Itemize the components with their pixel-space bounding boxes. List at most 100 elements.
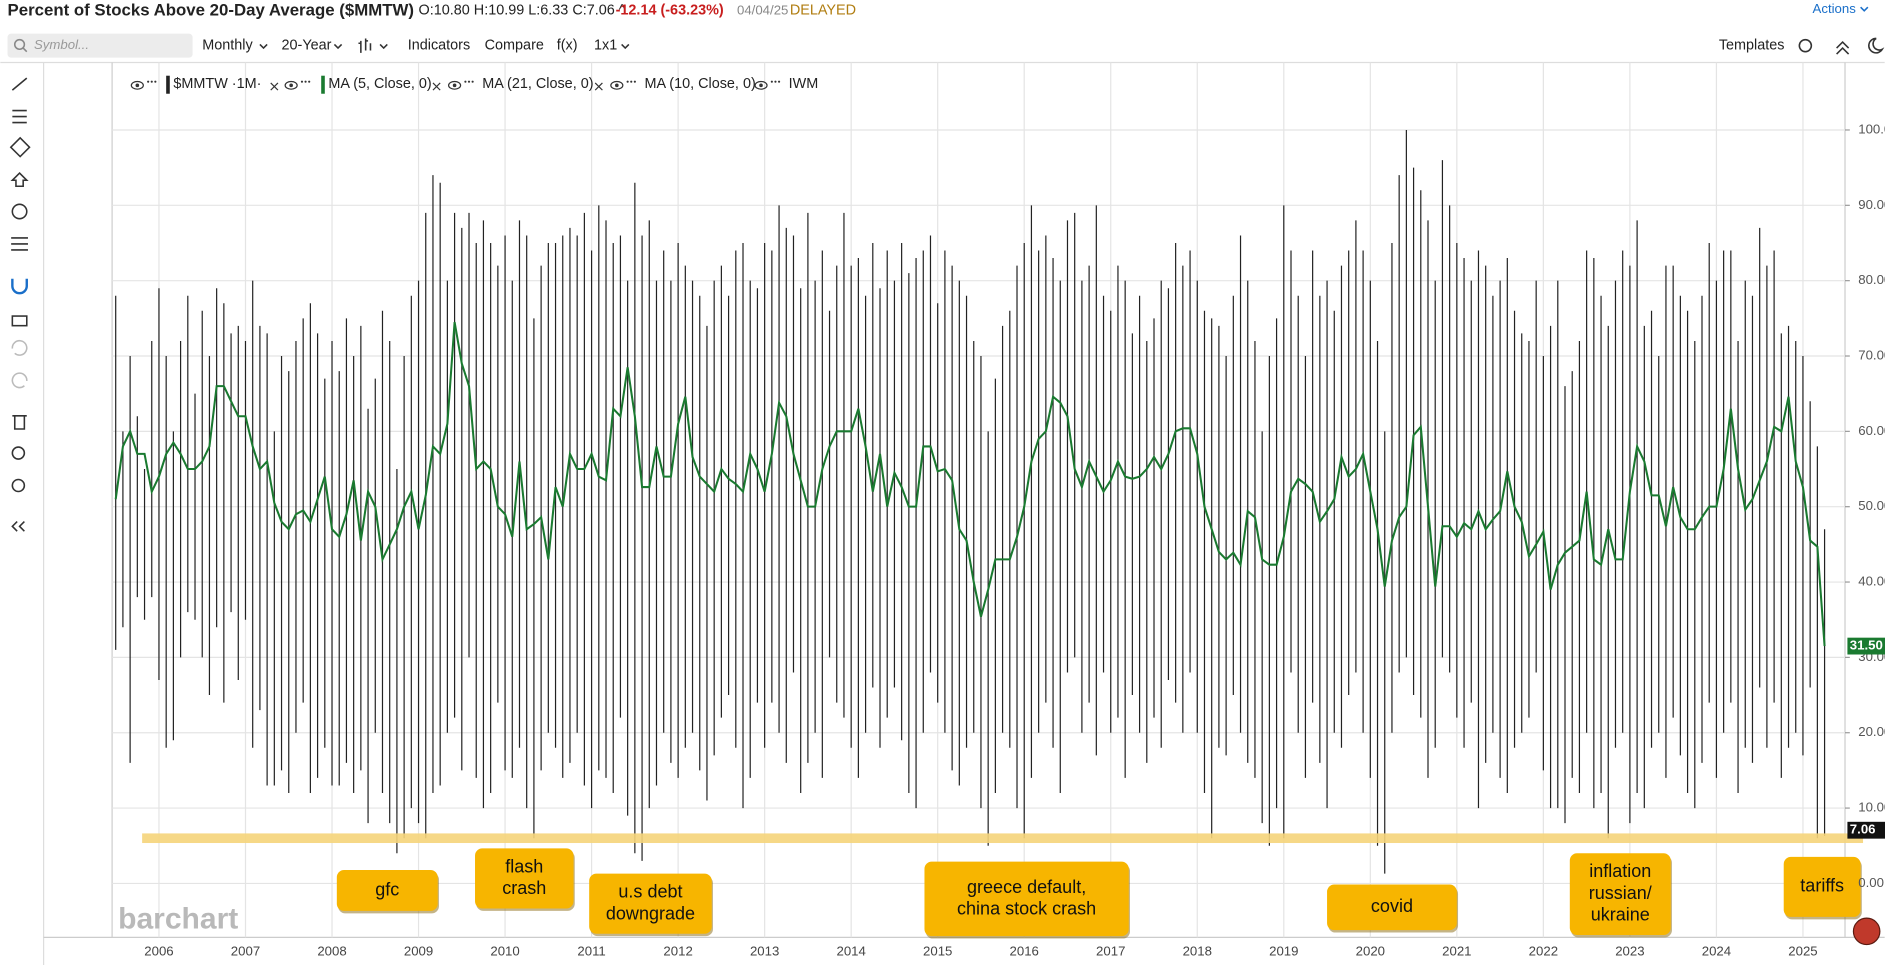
x-tick-label: 2020 xyxy=(1356,943,1385,958)
y-tick-label: 70.00 xyxy=(1858,347,1885,362)
annotation-text: u.s debt xyxy=(618,882,682,902)
toolbar-item[interactable]: Monthly xyxy=(202,37,253,53)
search-icon xyxy=(22,47,28,53)
annotation-box xyxy=(1569,853,1671,935)
settings-icon[interactable] xyxy=(1798,38,1813,53)
x-tick-label: 2012 xyxy=(663,943,692,958)
tool-fib[interactable] xyxy=(12,109,27,124)
support-band xyxy=(142,833,1864,844)
legend-entry: MA (10, Close, 0) xyxy=(644,76,755,92)
menu-dots xyxy=(464,80,467,83)
tool-shape[interactable] xyxy=(9,136,31,158)
y-tick-label: 0.00 xyxy=(1858,875,1884,890)
eye-icon xyxy=(610,80,624,90)
price-marker xyxy=(1847,637,1885,655)
tool-line[interactable] xyxy=(11,77,28,91)
tool-undo[interactable] xyxy=(11,339,28,356)
tool-magnet[interactable] xyxy=(11,278,28,295)
toolbar-item[interactable]: Indicators xyxy=(408,37,470,53)
menu-dots xyxy=(147,80,150,83)
watermark: barchart xyxy=(118,902,238,935)
y-tick-label: 10.00 xyxy=(1858,800,1885,815)
annotation-box xyxy=(1327,884,1457,931)
menu-dots xyxy=(300,80,304,83)
tool-redo[interactable] xyxy=(11,372,28,389)
toolbar-item[interactable]: 20-Year xyxy=(282,37,332,53)
tool-pattern[interactable] xyxy=(11,237,28,251)
actions-chevron xyxy=(1860,6,1869,12)
annotation-box xyxy=(589,873,712,934)
annotation-text: greece default, xyxy=(967,877,1086,897)
y-tick-label: 40.00 xyxy=(1858,574,1885,589)
y-tick-label: 100.00 xyxy=(1858,121,1885,136)
tool-delete[interactable] xyxy=(12,415,27,430)
legend: $MMTW ·1M· MA (5, Close, 0) MA (21, Close,… xyxy=(130,75,1881,946)
tool-collapse[interactable] xyxy=(11,521,25,532)
price-marker-label: 7.06 xyxy=(1850,822,1876,837)
menu-dots xyxy=(774,80,777,83)
bar-type-icon[interactable] xyxy=(358,38,372,53)
moving-average-line xyxy=(114,321,1826,647)
x-tick-label: 2008 xyxy=(317,943,346,958)
menu-dots xyxy=(308,80,311,83)
legend-swatch xyxy=(321,75,325,94)
x-tick-label: 2011 xyxy=(577,943,605,958)
x-tick-label: 2010 xyxy=(490,943,519,958)
chevron xyxy=(621,43,630,50)
eye-icon xyxy=(754,80,768,90)
title: Percent of Stocks Above 20-Day Average (… xyxy=(8,0,414,19)
annotation-text: crash xyxy=(502,878,546,898)
templates[interactable]: Templates xyxy=(1719,37,1785,53)
price-marker xyxy=(1847,821,1885,839)
status: DELAYED xyxy=(790,3,856,19)
annotation-text: china stock crash xyxy=(957,898,1096,918)
price-marker-label: 31.50 xyxy=(1850,638,1883,653)
annotation-text: gfc xyxy=(375,879,399,899)
annotation-box xyxy=(336,870,438,911)
tool-arrow[interactable] xyxy=(10,171,29,188)
tool-zoom-in[interactable] xyxy=(11,446,26,460)
menu-dots xyxy=(467,80,471,83)
menu-dots xyxy=(304,80,307,83)
avatar xyxy=(1852,917,1881,946)
annotation-text: inflation xyxy=(1589,861,1651,881)
x-tick-label: 2014 xyxy=(836,943,865,958)
y-tick-label: 20.00 xyxy=(1858,724,1885,739)
legend-entry: MA (21, Close, 0) xyxy=(482,76,593,92)
toolbar-item[interactable]: Compare xyxy=(485,37,544,53)
symbol-placeholder: Symbol... xyxy=(34,37,89,52)
eye-icon xyxy=(135,83,140,88)
tool-lock[interactable] xyxy=(11,315,28,327)
tool-count[interactable] xyxy=(11,203,28,220)
x-tick-label: 2021 xyxy=(1442,943,1471,958)
y-tick-label: 50.00 xyxy=(1858,498,1885,513)
tool-zoom-out[interactable] xyxy=(11,478,26,493)
annotation-text: russian/ xyxy=(1589,883,1652,903)
menu-dots xyxy=(777,80,781,83)
menu-dots xyxy=(770,80,773,83)
legend-entry: MA (5, Close, 0) xyxy=(328,76,431,92)
legend-swatch xyxy=(166,75,170,94)
legend-entry: $MMTW ·1M· xyxy=(173,76,261,92)
x-tick-label: 2019 xyxy=(1269,943,1298,958)
remove-icon xyxy=(594,82,603,91)
x-tick-label: 2018 xyxy=(1183,943,1212,958)
x-tick-label: 2013 xyxy=(750,943,779,958)
menu-dots xyxy=(626,80,629,83)
ohlc-readout: O:10.80 H:10.99 L:6.33 C:7.06 ^ xyxy=(419,3,626,19)
annotation-box xyxy=(924,861,1129,937)
actions-menu[interactable]: Actions xyxy=(1813,1,1857,16)
x-tick-label: 2009 xyxy=(404,943,433,958)
toolbar-item[interactable]: f(x) xyxy=(557,37,578,53)
eye-icon xyxy=(615,83,619,88)
symbol-input[interactable] xyxy=(7,33,193,58)
annotation-text: downgrade xyxy=(606,903,695,923)
toolbar-item[interactable]: 1x1 xyxy=(594,37,617,53)
theme-icon[interactable] xyxy=(1868,37,1885,54)
annotation-text: ukraine xyxy=(1591,904,1650,924)
collapse-icon[interactable] xyxy=(1836,40,1850,55)
